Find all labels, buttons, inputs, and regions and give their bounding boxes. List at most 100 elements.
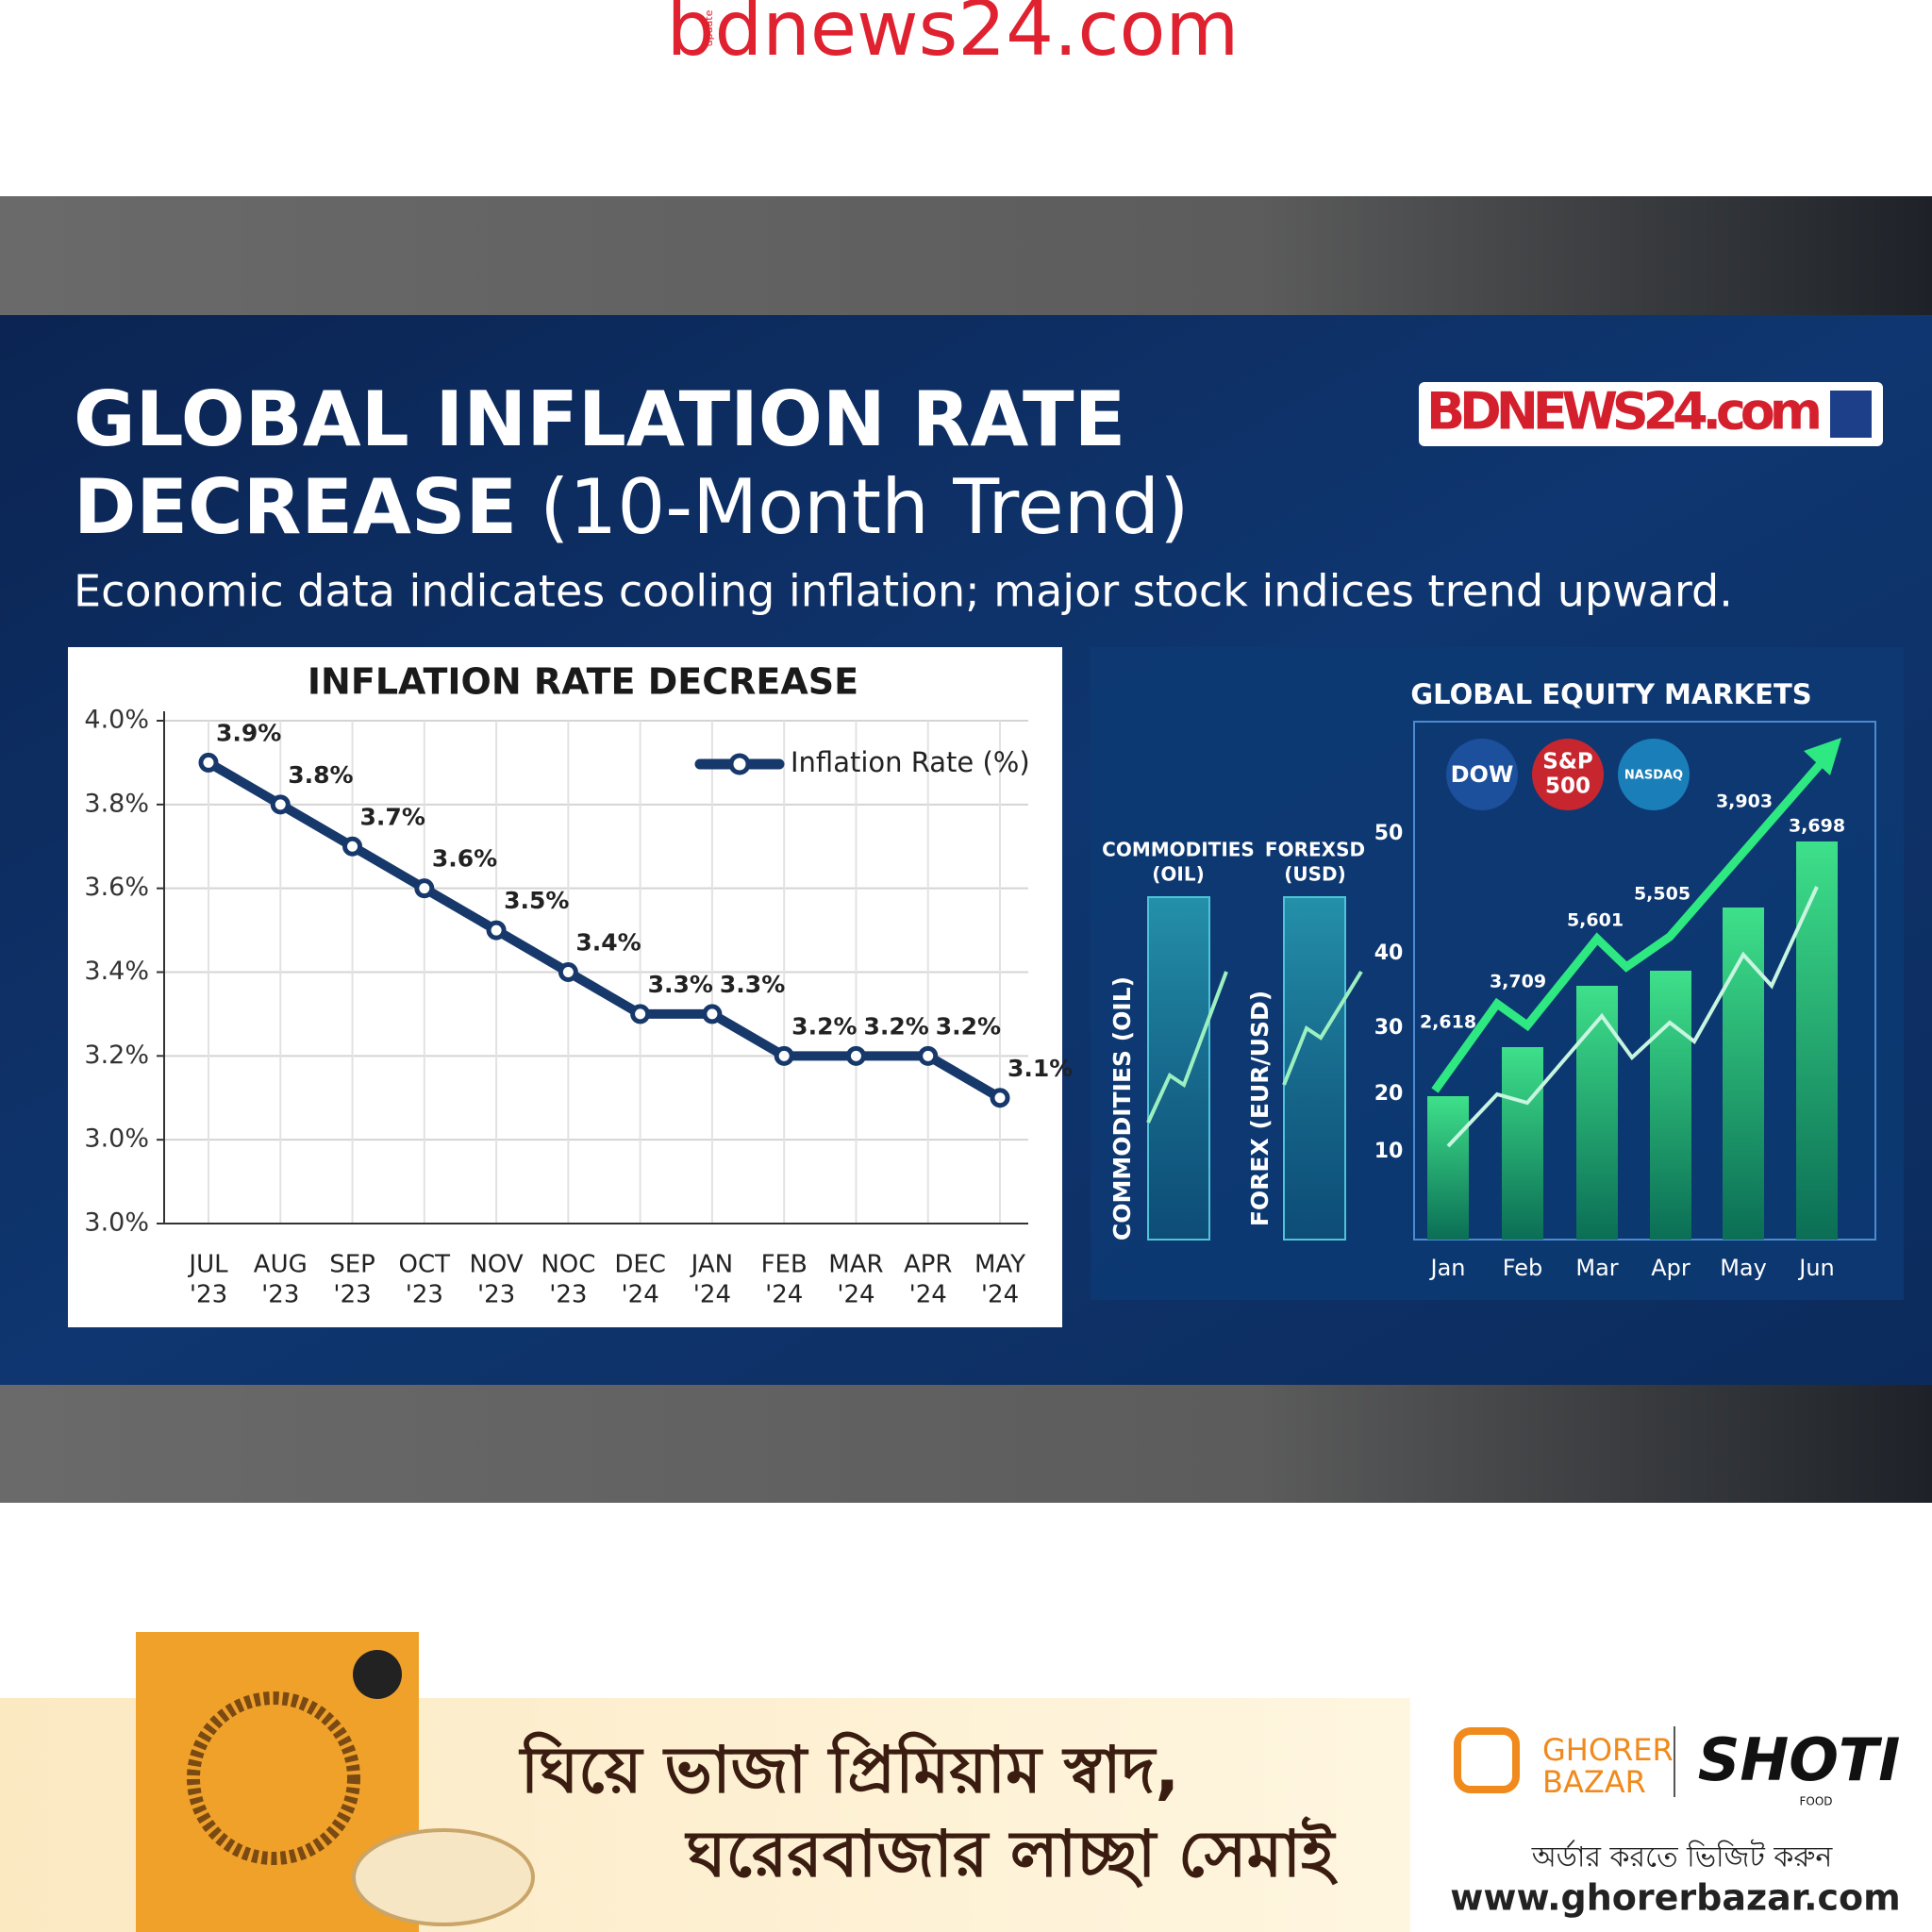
equity-bar — [1502, 1047, 1543, 1240]
equity-trend — [1431, 750, 1834, 1093]
commodity-trend — [1146, 971, 1228, 1124]
logo-box — [1419, 382, 1883, 446]
ad-line: ঘিয়ে ভাজা প্রিমিয়াম স্বাদ, — [519, 1731, 1179, 1808]
ad-brand: SHOTI — [1698, 1725, 1901, 1794]
ad-url[interactable]: www.ghorerbazar.com — [1450, 1877, 1901, 1919]
ad-cta: অর্ডার করতে ভিজিট করুন — [1531, 1840, 1834, 1874]
badge-label: 500 — [1545, 774, 1591, 799]
data-point — [702, 1004, 723, 1024]
data-point — [774, 1045, 794, 1066]
line-chart: INFLATION RATE DECREASE4.0%3.8%3.6%3.4%3… — [84, 661, 1073, 1309]
ad-line: ঘরেরবাজার লাচ্ছা সেমাই — [685, 1816, 1339, 1892]
x-tick-label: '24 — [909, 1281, 947, 1309]
data-label: 3.6% — [432, 845, 497, 873]
x-tick-label: SEP — [329, 1251, 375, 1279]
x-tick-label: APR — [904, 1251, 953, 1279]
data-label: 3.2% — [791, 1012, 857, 1040]
x-tick-label: NOC — [541, 1251, 595, 1279]
equity-bar — [1427, 1096, 1469, 1240]
y-tick-label: 50 — [1374, 822, 1404, 845]
ad-box-ornament — [187, 1691, 360, 1865]
y-tick-label: 3.8% — [84, 789, 149, 818]
data-label: 3.2% — [936, 1012, 1001, 1040]
point-label: 5,505 — [1634, 884, 1690, 905]
x-tick-label: '24 — [837, 1281, 874, 1309]
x-tick-label: '24 — [981, 1281, 1019, 1309]
x-tick-label: '24 — [693, 1281, 731, 1309]
ad-box-seal — [353, 1650, 402, 1699]
info-title: DECREASE (10-Month Trend) — [74, 463, 1189, 551]
y-tick-label: 3.0% — [84, 1124, 149, 1154]
x-tick-label: MAY — [974, 1251, 1025, 1279]
data-label: 3.5% — [504, 887, 569, 914]
data-point — [486, 920, 507, 941]
y-tick-label: 4.0% — [84, 706, 149, 735]
point-label: 3,709 — [1490, 972, 1546, 992]
x-tick-label: JAN — [690, 1251, 733, 1279]
data-label: 3.4% — [575, 929, 641, 957]
series-line — [206, 758, 1003, 1103]
x-tick-label: '23 — [333, 1281, 371, 1309]
data-label: 3.3% — [720, 971, 785, 998]
point-label: 5,601 — [1567, 910, 1624, 931]
point-label: 2,618 — [1420, 1012, 1476, 1033]
x-tick-label: MAR — [828, 1251, 883, 1279]
data-label: 3.8% — [288, 761, 353, 789]
x-tick-label: NOV — [469, 1251, 523, 1279]
info-logo: BDNEWS24.com — [1426, 382, 1823, 441]
legend-label: Inflation Rate (%) — [791, 746, 1030, 778]
forex-label: FOREXSD — [1265, 839, 1365, 861]
ad-brand: BAZAR — [1542, 1764, 1646, 1800]
data-label: 3.7% — [360, 803, 425, 830]
y-tick-label: 20 — [1374, 1082, 1404, 1106]
x-tick-label: FEB — [761, 1251, 808, 1279]
point-label: 3,903 — [1716, 791, 1773, 812]
line-panel — [68, 647, 1062, 1327]
x-tick-label: '24 — [622, 1281, 659, 1309]
x-tick-label: '23 — [406, 1281, 443, 1309]
legend-swatch-dot — [728, 753, 751, 775]
badge — [1532, 739, 1604, 810]
x-tick-label: '23 — [477, 1281, 515, 1309]
x-tick-label: OCT — [399, 1251, 451, 1279]
data-point — [918, 1045, 939, 1066]
y-tick-label: 3.4% — [84, 957, 149, 986]
equity-bar — [1723, 908, 1764, 1240]
data-point — [342, 836, 363, 857]
data-label: 3.2% — [863, 1012, 928, 1040]
x-tick-label: Mar — [1575, 1255, 1618, 1281]
data-label: 3.1% — [1008, 1055, 1073, 1082]
equity-trend-2 — [1446, 886, 1819, 1148]
equity-bars — [1427, 841, 1838, 1240]
equity-bar — [1796, 841, 1838, 1240]
x-tick-label: May — [1720, 1255, 1767, 1281]
commodity-bar — [1147, 896, 1210, 1241]
forex-axis: FOREX (EUR/USD) — [1246, 991, 1274, 1226]
y-tick-label: 10 — [1374, 1140, 1404, 1163]
ad-brand-icon — [1454, 1727, 1520, 1793]
commodity-axis: COMMODITIES (OIL) — [1108, 976, 1136, 1241]
equity-bar — [1650, 971, 1691, 1240]
equity-frame — [1413, 721, 1876, 1241]
x-tick-label: DEC — [614, 1251, 666, 1279]
x-tick-label: Jun — [1797, 1255, 1835, 1281]
x-tick-label: Feb — [1503, 1255, 1543, 1281]
forex-label: (USD) — [1284, 863, 1346, 886]
commodity-label: COMMODITIES — [1102, 839, 1255, 861]
ad-brand-sub: FOOD — [1799, 1795, 1832, 1808]
x-tick-label: '23 — [261, 1281, 299, 1309]
data-point — [630, 1004, 651, 1024]
top-band — [0, 196, 1932, 315]
x-tick-label: Jan — [1429, 1255, 1466, 1281]
y-tick-label: 3.6% — [84, 873, 149, 902]
info-subtitle: Economic data indicates cooling inflatio… — [74, 566, 1733, 617]
info-title-a: DECREASE — [74, 463, 517, 551]
site-logo[interactable]: bdnews24.com — [667, 0, 1240, 73]
forex-trend — [1282, 970, 1363, 1086]
forex-bar — [1283, 896, 1346, 1241]
x-tick-label: AUG — [254, 1251, 308, 1279]
bottom-band — [0, 1385, 1932, 1503]
badge-label: DOW — [1451, 761, 1514, 788]
y-tick-label: 3.0% — [84, 1208, 149, 1238]
y-tick-label: 3.2% — [84, 1041, 149, 1070]
